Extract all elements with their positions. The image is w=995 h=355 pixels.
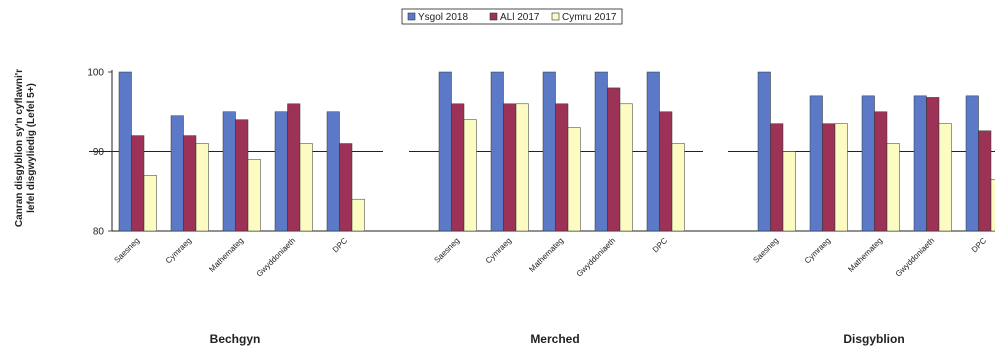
x-tick-labels: Saesneg Cymraeg Mathemateg Gwyddoniaeth DPC S… — [112, 236, 988, 279]
bar-cymru-2017 — [886, 143, 900, 232]
legend-swatch — [489, 12, 498, 21]
bar-all-2017 — [770, 123, 784, 232]
bar-ysgol-2018 — [170, 115, 184, 232]
bar-cymru-2017 — [515, 103, 529, 232]
bar-cymru-2017 — [834, 123, 848, 232]
bar-ysgol-2018 — [326, 111, 340, 232]
y-axis-label-line-2: lefel disgwyliedig (Lefel 5+) — [26, 83, 37, 213]
bar-ysgol-2018 — [913, 95, 927, 232]
bar-all-2017 — [235, 119, 249, 232]
x-tick-label: Gwyddoniaeth — [575, 236, 618, 279]
x-tick-label: Cymraeg — [164, 236, 193, 265]
bar-all-2017 — [131, 135, 145, 232]
x-tick-label: Saesneg — [432, 236, 461, 265]
group-labels: Bechgyn Merched Disgyblion — [210, 332, 905, 346]
bar-ysgol-2018 — [757, 71, 771, 232]
x-tick-label: Mathemateg — [846, 236, 884, 274]
group-label: Disgyblion — [843, 332, 904, 346]
x-tick-label: DPC — [331, 236, 349, 254]
bar-cymru-2017 — [299, 143, 313, 232]
legend-box — [401, 8, 623, 25]
bar-all-2017 — [555, 103, 569, 232]
bar-ysgol-2018 — [646, 71, 660, 232]
x-tick-label: Saesneg — [751, 236, 780, 265]
bar-cymru-2017 — [351, 198, 365, 232]
bar-all-2017 — [926, 97, 940, 232]
bar-ysgol-2018 — [490, 71, 504, 232]
bar-cymru-2017 — [143, 175, 157, 232]
bar-ysgol-2018 — [118, 71, 132, 232]
legend: Ysgol 2018 ALl 2017 Cymru 2017 — [401, 8, 623, 25]
bar-cymru-2017 — [619, 103, 633, 232]
group-label: Bechgyn — [210, 332, 261, 346]
bar-ysgol-2018 — [222, 111, 236, 232]
bar-cymru-2017 — [782, 151, 796, 232]
group-label: Merched — [530, 332, 579, 346]
bar-cymru-2017 — [938, 123, 952, 232]
bar-ysgol-2018 — [809, 95, 823, 232]
bars — [118, 71, 995, 232]
bar-all-2017 — [607, 87, 621, 232]
bar-cymru-2017 — [567, 127, 581, 232]
bar-all-2017 — [874, 111, 888, 232]
bar-all-2017 — [287, 103, 301, 232]
x-tick-label: Mathemateg — [207, 236, 245, 274]
bar-ysgol-2018 — [274, 111, 288, 232]
bar-cymru-2017 — [671, 143, 685, 232]
bar-ysgol-2018 — [965, 95, 979, 232]
bar-all-2017 — [659, 111, 673, 232]
y-tick-label: 80 — [93, 227, 105, 238]
legend-swatch — [407, 12, 416, 21]
bar-cymru-2017 — [247, 159, 261, 232]
bar-cymru-2017 — [195, 143, 209, 232]
x-tick-label: Gwyddoniaeth — [255, 236, 298, 279]
x-tick-label: DPC — [970, 236, 988, 254]
x-tick-label: Mathemateg — [527, 236, 565, 274]
legend-label: Ysgol 2018 — [418, 12, 468, 23]
x-tick-label: Cymraeg — [803, 236, 832, 265]
bar-cymru-2017 — [990, 179, 995, 232]
x-tick-label: DPC — [651, 236, 669, 254]
bar-ysgol-2018 — [594, 71, 608, 232]
bar-ysgol-2018 — [861, 95, 875, 232]
y-axis-label-line-1: Canran disgyblion sy'n cyflawni'r — [14, 69, 25, 227]
y-tick-label: 100 — [87, 68, 104, 79]
bar-cymru-2017 — [463, 119, 477, 232]
bar-all-2017 — [503, 103, 517, 232]
bar-all-2017 — [339, 143, 353, 232]
bar-ysgol-2018 — [438, 71, 452, 232]
legend-label: ALl 2017 — [500, 12, 540, 23]
x-tick-label: Cymraeg — [484, 236, 513, 265]
legend-swatch — [551, 12, 560, 21]
bar-ysgol-2018 — [542, 71, 556, 232]
bar-all-2017 — [183, 135, 197, 232]
x-tick-label: Gwyddoniaeth — [894, 236, 937, 279]
legend-label: Cymru 2017 — [562, 12, 617, 23]
bar-all-2017 — [978, 130, 992, 232]
y-tick-label: 90 — [93, 147, 105, 158]
bar-all-2017 — [822, 123, 836, 232]
x-tick-label: Saesneg — [112, 236, 141, 265]
bar-all-2017 — [451, 103, 465, 232]
